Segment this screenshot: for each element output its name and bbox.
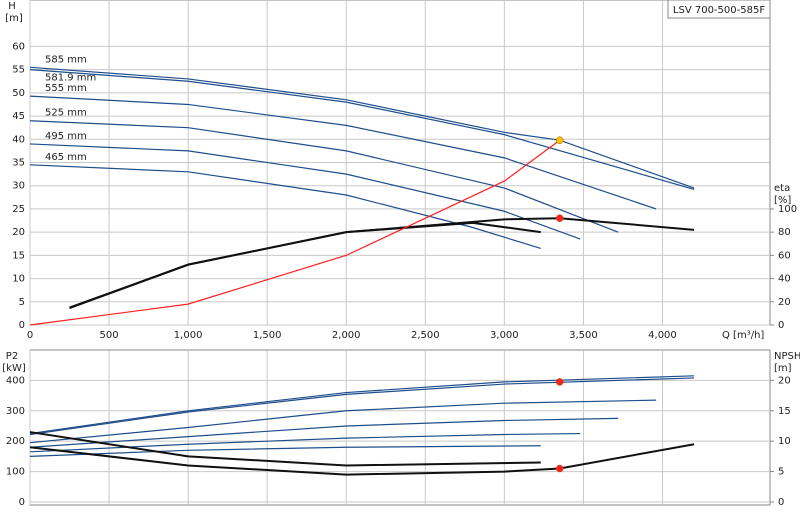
x-tick-label: 2,500 xyxy=(411,330,440,341)
curve xyxy=(69,221,541,309)
y2-tick-label: 40 xyxy=(778,274,791,285)
y-tick-label: 0 xyxy=(19,320,25,331)
x-tick-label: 500 xyxy=(100,330,119,341)
y-tick-label: 100 xyxy=(6,467,25,478)
curve-label: 555 mm xyxy=(45,83,87,94)
y2-tick-label: 10 xyxy=(778,436,791,447)
y-tick-label: 30 xyxy=(12,181,25,192)
y-axis-unit: [m] xyxy=(5,13,23,24)
y-axis-label: P2 xyxy=(6,351,18,362)
operating-point xyxy=(555,136,564,144)
x-tick-label: 4,000 xyxy=(648,330,677,341)
x-tick-label: 3,500 xyxy=(569,330,598,341)
curve xyxy=(29,377,695,436)
operating-point xyxy=(555,464,564,473)
y-tick-label: 200 xyxy=(6,436,25,447)
curve xyxy=(29,66,695,189)
title-box xyxy=(667,0,771,19)
curve xyxy=(29,69,695,191)
curve xyxy=(29,443,695,476)
x-axis-label: Q [m³/h] xyxy=(722,330,764,341)
y-tick-label: 35 xyxy=(12,158,25,169)
y2-axis-unit: [%] xyxy=(774,195,791,206)
y2-tick-label: 60 xyxy=(778,250,791,261)
x-tick-label: 1,500 xyxy=(253,330,282,341)
y-tick-label: 50 xyxy=(12,88,25,99)
operating-point xyxy=(555,378,564,386)
y2-tick-label: 80 xyxy=(778,227,791,238)
curve xyxy=(29,431,541,467)
y-tick-label: 20 xyxy=(12,227,25,238)
curve xyxy=(29,164,541,249)
curve xyxy=(29,139,561,326)
y2-axis-label: NPSH xyxy=(774,351,800,362)
y-tick-label: 10 xyxy=(12,274,25,285)
curve xyxy=(29,417,619,448)
y-tick-label: 45 xyxy=(12,111,25,122)
y2-tick-label: 5 xyxy=(778,467,784,478)
y2-tick-label: 20 xyxy=(778,375,791,386)
y2-tick-label: 0 xyxy=(778,497,784,508)
curve xyxy=(29,120,619,233)
y-axis-label: H xyxy=(8,1,16,12)
y2-tick-label: 100 xyxy=(778,204,797,215)
curve xyxy=(29,375,695,435)
y2-axis-unit: [m] xyxy=(774,363,792,374)
y2-tick-label: 0 xyxy=(778,320,784,331)
y-tick-label: 300 xyxy=(6,406,25,417)
y-tick-label: 55 xyxy=(12,65,25,76)
curve xyxy=(29,432,581,453)
x-tick-label: 1,000 xyxy=(174,330,203,341)
y-tick-label: 40 xyxy=(12,134,25,145)
x-tick-label: 2,000 xyxy=(332,330,361,341)
curve xyxy=(29,143,581,240)
y-tick-label: 0 xyxy=(19,497,25,508)
curve xyxy=(29,399,657,444)
y-tick-label: 60 xyxy=(12,41,25,52)
y-tick-label: 25 xyxy=(12,204,25,215)
y2-tick-label: 20 xyxy=(778,297,791,308)
curve-label: 525 mm xyxy=(45,108,87,119)
y-tick-label: 15 xyxy=(12,250,25,261)
curve-label: 581.9 mm xyxy=(45,73,96,84)
y-tick-label: 5 xyxy=(19,297,25,308)
x-tick-label: 0 xyxy=(27,330,33,341)
y-tick-label: 400 xyxy=(6,375,25,386)
curve xyxy=(29,95,657,210)
y2-axis-label: eta xyxy=(774,183,790,194)
y-axis-unit: [kW] xyxy=(2,363,26,374)
curve-label: 495 mm xyxy=(45,131,87,142)
curve xyxy=(29,445,541,457)
curve-label: 585 mm xyxy=(45,54,87,65)
chart-title: LSV 700-500-585F xyxy=(673,5,765,16)
operating-point xyxy=(555,214,564,222)
plot-area xyxy=(29,349,771,506)
y2-tick-label: 15 xyxy=(778,406,791,417)
curve-label: 465 mm xyxy=(45,152,87,163)
x-tick-label: 3,000 xyxy=(490,330,519,341)
